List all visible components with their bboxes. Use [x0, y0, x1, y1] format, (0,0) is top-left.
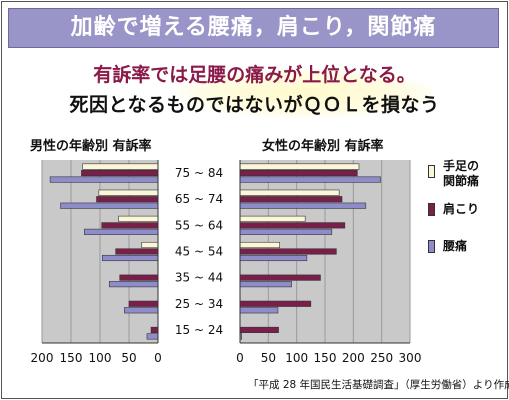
male-chart-title: 男性の年齢別 有訴率 — [30, 139, 152, 154]
male-bar — [146, 333, 159, 340]
female-bar — [239, 163, 360, 170]
female-tick-label: 50 — [261, 351, 276, 365]
category-label: 65 ~ 74 — [175, 192, 223, 206]
male-bar — [96, 196, 159, 203]
source-note: 「平成 28 年国民生活基礎調査」（厚生労働省）より作成 — [248, 379, 509, 391]
female-bar — [239, 248, 337, 255]
male-bar — [60, 202, 159, 209]
male-bar — [115, 248, 159, 255]
female-tick-label: 0 — [236, 351, 244, 365]
legend-label-back: 腰痛 — [443, 239, 468, 253]
male-bar — [84, 228, 159, 235]
category-label: 35 ~ 44 — [175, 271, 223, 285]
male-bar — [119, 274, 159, 281]
male-tick-label: 200 — [31, 351, 54, 365]
female-bar — [239, 307, 279, 314]
male-bar — [108, 281, 159, 288]
legend-label-joint-line1: 手足の — [443, 159, 480, 173]
category-label: 25 ~ 34 — [175, 297, 223, 311]
subtitle-secondary: 死因となるものではないがＱＯＬを損なう — [69, 94, 440, 116]
male-tick-label: 0 — [154, 351, 162, 365]
category-label: 55 ~ 64 — [175, 218, 223, 232]
female-bar — [239, 202, 367, 209]
highlight-glow — [175, 68, 435, 118]
legend-swatch-shoulder — [428, 203, 435, 216]
female-bar — [239, 222, 346, 229]
male-bar — [49, 176, 159, 183]
legend-swatch-joint — [428, 165, 435, 178]
category-label: 75 ~ 84 — [175, 166, 223, 180]
male-bar — [101, 222, 159, 229]
female-chart-title: 女性の年齢別 有訴率 — [262, 139, 384, 154]
legend-label-joint: 手足の 関節痛 — [443, 159, 479, 189]
male-bar — [81, 170, 159, 177]
male-tick-label: 50 — [121, 351, 136, 365]
female-bar — [239, 254, 308, 262]
female-tick-label: 100 — [285, 351, 308, 365]
male-bar — [102, 254, 159, 262]
male-tick-label: 100 — [89, 351, 112, 365]
male-bar — [98, 189, 159, 196]
female-tick-label: 200 — [342, 351, 365, 365]
female-bar — [239, 196, 343, 203]
female-bar — [239, 274, 321, 281]
male-tick-label: 150 — [60, 351, 83, 365]
subtitle-primary: 有訴率では足腰の痛みが上位となる。 — [93, 64, 416, 86]
legend-label-joint-line2: 関節痛 — [443, 174, 480, 188]
female-tick-label: 250 — [370, 351, 393, 365]
female-bar — [239, 189, 340, 196]
female-tick-label: 300 — [399, 351, 422, 365]
female-bar — [239, 215, 306, 222]
female-tick-label: 150 — [314, 351, 337, 365]
female-bar — [239, 228, 333, 235]
legend-swatch-back — [428, 240, 435, 253]
male-bar — [124, 307, 159, 314]
female-bar — [239, 281, 292, 288]
legend-label-shoulder: 肩こり — [443, 202, 480, 216]
female-bar — [239, 300, 312, 307]
category-label: 45 ~ 54 — [175, 245, 223, 259]
female-bar — [239, 326, 279, 333]
female-bar — [239, 241, 280, 249]
male-bar — [150, 326, 159, 333]
female-bar — [239, 176, 381, 183]
male-bar — [141, 241, 159, 249]
male-bar — [128, 300, 159, 307]
page-title: 加齢で増える腰痛，肩こり，関節痛 — [8, 8, 499, 48]
category-label: 15 ~ 24 — [175, 323, 223, 337]
female-bar — [239, 170, 358, 177]
male-bar — [82, 163, 159, 170]
male-bar — [118, 215, 159, 222]
